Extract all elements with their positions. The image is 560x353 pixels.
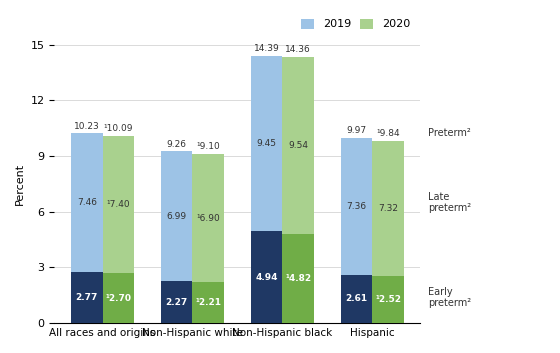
Text: ¹6.90: ¹6.90 [197, 214, 220, 223]
Text: ¹2.70: ¹2.70 [105, 294, 131, 303]
Text: 9.45: 9.45 [256, 139, 277, 148]
Text: 7.32: 7.32 [378, 204, 398, 213]
Bar [372, 276, 404, 323]
Text: 14.36: 14.36 [285, 45, 311, 54]
Text: 9.26: 9.26 [167, 139, 186, 149]
Bar [372, 140, 404, 276]
Text: ¹2.52: ¹2.52 [375, 295, 401, 304]
Text: 6.99: 6.99 [167, 212, 187, 221]
Text: 7.46: 7.46 [77, 198, 97, 207]
Text: 2.27: 2.27 [166, 298, 188, 306]
Bar [161, 151, 193, 281]
Text: Late
preterm²: Late preterm² [428, 192, 471, 213]
Text: 14.39: 14.39 [254, 44, 279, 53]
Bar [282, 56, 314, 234]
Text: 4.94: 4.94 [255, 273, 278, 282]
Bar [71, 133, 102, 272]
Text: ¹4.82: ¹4.82 [285, 274, 311, 283]
Text: 7.36: 7.36 [347, 202, 367, 211]
Text: 9.54: 9.54 [288, 141, 308, 150]
Text: ¹2.21: ¹2.21 [195, 298, 221, 307]
Text: ¹9.84: ¹9.84 [376, 129, 400, 138]
Bar [193, 154, 224, 282]
Bar [251, 232, 282, 323]
Bar [193, 282, 224, 323]
Bar [341, 138, 372, 275]
Bar [341, 275, 372, 323]
Legend: 2019, 2020: 2019, 2020 [296, 14, 415, 34]
Text: Early
preterm²: Early preterm² [428, 287, 471, 308]
Text: 2.61: 2.61 [346, 294, 367, 304]
Y-axis label: Percent: Percent [15, 163, 25, 205]
Bar [161, 281, 193, 323]
Text: ¹9.10: ¹9.10 [197, 143, 220, 151]
Text: 10.23: 10.23 [74, 121, 100, 131]
Text: ¹7.40: ¹7.40 [106, 200, 130, 209]
Bar [102, 273, 134, 323]
Bar [71, 272, 102, 323]
Bar [282, 234, 314, 323]
Text: ¹10.09: ¹10.09 [104, 124, 133, 133]
Text: Preterm²: Preterm² [428, 128, 470, 138]
Text: 9.97: 9.97 [347, 126, 367, 135]
Bar [251, 56, 282, 232]
Bar [102, 136, 134, 273]
Text: 2.77: 2.77 [76, 293, 98, 302]
